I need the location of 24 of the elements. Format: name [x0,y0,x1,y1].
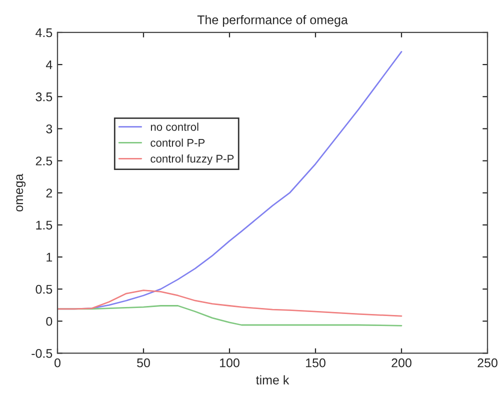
y-axis-title: omega [16,174,26,212]
y-tick-label: -0.5 [32,349,52,358]
y-tick-label: 1 [46,252,52,262]
y-tick-label: 2 [46,188,52,198]
x-tick-label: 50 [137,358,150,368]
x-tick-label: 0 [54,358,60,368]
y-tick-label: 4.5 [36,28,52,38]
y-tick-label: 3.5 [36,92,52,102]
y-tick-label: 2.5 [36,156,52,166]
y-tick-label: 4 [46,60,52,70]
x-tick-label: 250 [478,358,498,368]
y-tick-label: 0.5 [36,284,52,294]
legend-label: no control [150,122,198,131]
legend-label: control fuzzy P-P [150,154,234,165]
chart-title: The performance of omega [197,15,348,27]
x-tick-label: 100 [220,358,240,368]
x-axis-title: time k [256,375,290,384]
line-series [58,290,402,317]
x-tick-label: 200 [392,358,412,368]
y-tick-label: 3 [46,124,52,134]
legend-label: control P-P [150,138,205,147]
y-tick-label: 0 [46,316,52,326]
y-tick-label: 1.5 [36,220,52,230]
x-tick-label: 150 [306,358,326,368]
